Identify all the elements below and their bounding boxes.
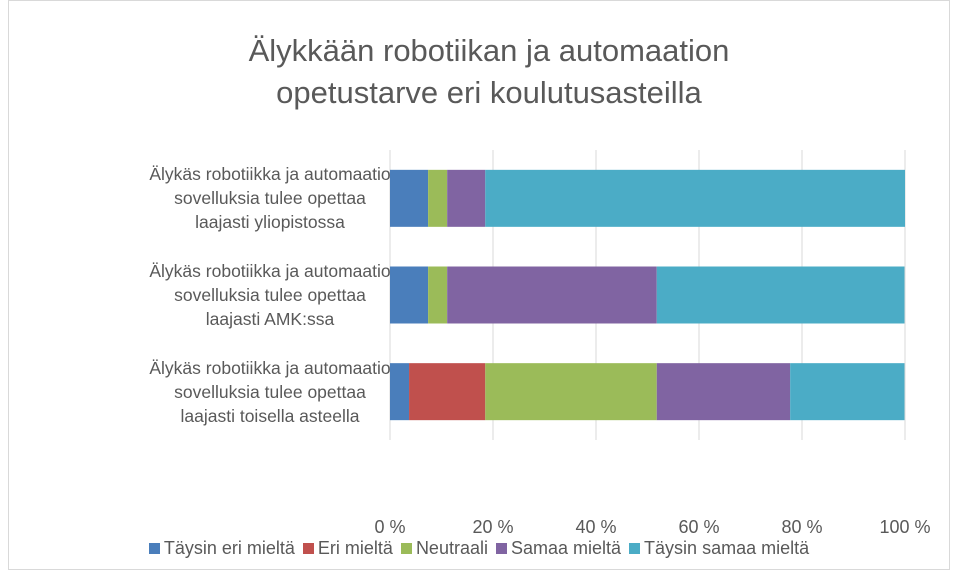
bar-segment bbox=[409, 363, 486, 421]
bar-segment bbox=[390, 363, 410, 421]
legend-item: Samaa mieltä bbox=[495, 538, 622, 559]
bar-segment bbox=[656, 266, 905, 324]
bar-segment bbox=[447, 266, 657, 324]
chart-border bbox=[8, 0, 950, 570]
x-tick-label: 40 % bbox=[575, 517, 616, 537]
bar-segment bbox=[390, 169, 429, 227]
x-tick-label: 0 % bbox=[374, 517, 405, 537]
legend-label: Neutraali bbox=[415, 538, 488, 558]
bar-segment bbox=[485, 169, 905, 227]
bar-segment bbox=[656, 363, 791, 421]
y-tick-label: Älykäs robotiikka ja automaatio sovelluk… bbox=[149, 261, 391, 329]
legend-swatch bbox=[302, 543, 314, 554]
bar-segment bbox=[390, 266, 429, 324]
x-tick-label: 80 % bbox=[781, 517, 822, 537]
y-tick-label: Älykäs robotiikka ja automaatio sovelluk… bbox=[149, 357, 391, 426]
legend-item: Täysin eri mieltä bbox=[148, 538, 295, 559]
legend-item: Täysin samaa mieltä bbox=[629, 538, 809, 559]
legend-item: Neutraali bbox=[400, 538, 488, 559]
x-tick-label: 20 % bbox=[472, 517, 513, 537]
legend-swatch bbox=[495, 543, 507, 554]
bar-segment bbox=[428, 169, 448, 227]
chart-title: Älykkään robotiikan ja automaation opetu… bbox=[248, 33, 730, 110]
legend-label: Samaa mieltä bbox=[510, 538, 622, 558]
bar-segment bbox=[485, 363, 657, 421]
legend-swatch bbox=[629, 543, 641, 554]
legend-label: Täysin eri mieltä bbox=[163, 538, 295, 558]
legend-label: Täysin samaa mieltä bbox=[644, 538, 810, 558]
bar-segment bbox=[447, 169, 486, 227]
legend-swatch bbox=[148, 543, 160, 554]
legend-swatch bbox=[400, 543, 412, 554]
x-tick-label: 60 % bbox=[678, 517, 719, 537]
y-tick-label: Älykäs robotiikka ja automaatio sovelluk… bbox=[149, 164, 391, 233]
bar-segment bbox=[428, 266, 448, 324]
x-tick-label: 100 % bbox=[879, 517, 930, 537]
legend-label: Eri mieltä bbox=[317, 538, 393, 558]
legend: Täysin eri mieltä Eri mieltä Neutraali Sama… bbox=[8, 538, 950, 559]
bar-segment bbox=[790, 363, 905, 421]
legend-item: Eri mieltä bbox=[302, 538, 393, 559]
